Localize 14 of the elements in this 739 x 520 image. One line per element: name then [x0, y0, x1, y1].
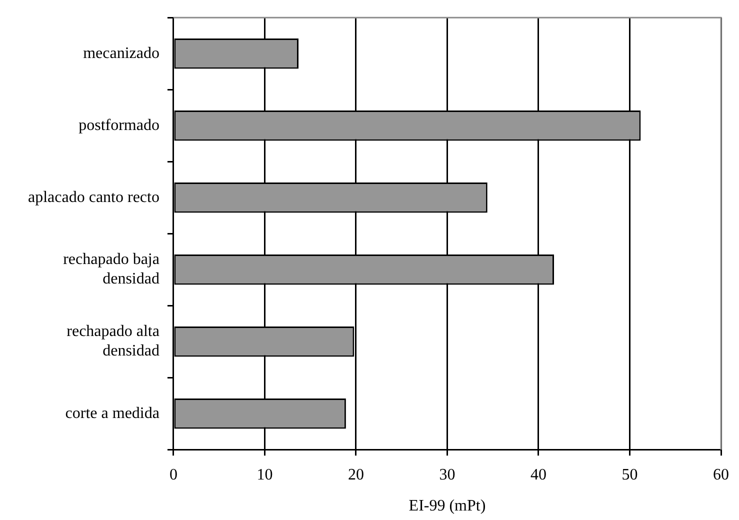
y-tick-label: mecanizado: [83, 44, 160, 62]
x-tick-label: 20: [348, 466, 364, 484]
x-tick-label: 50: [622, 466, 638, 484]
x-tick-label: 60: [713, 466, 729, 484]
x-tick-label: 0: [169, 466, 178, 484]
y-tick-label: corte a medida: [65, 404, 160, 422]
x-tick-label: 40: [530, 466, 546, 484]
y-tick-label: rechapado baja densidad: [63, 251, 160, 288]
y-tick-label: postformado: [78, 116, 160, 134]
x-axis-title: EI-99 (mPt): [408, 498, 486, 515]
x-tick-label: 10: [256, 466, 273, 484]
y-tick-label: rechapado alta densidad: [66, 323, 160, 360]
y-tick-label: aplacado canto recto: [28, 188, 160, 206]
x-tick-label: 30: [439, 466, 456, 484]
